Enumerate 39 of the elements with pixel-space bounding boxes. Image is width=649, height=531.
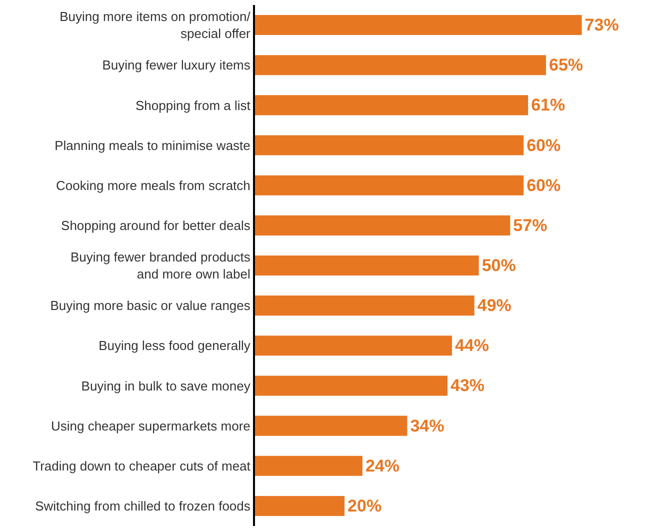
y-tick-label: Shopping around for better deals (61, 218, 251, 233)
bar (255, 215, 510, 236)
y-tick-label: Buying more basic or value ranges (50, 298, 251, 314)
bar (255, 175, 524, 196)
y-tick-label: Switching from chilled to frozen foods (35, 498, 251, 514)
y-tick-label: Buying in bulk to save money (81, 378, 251, 394)
bar (255, 296, 474, 316)
data-label: 20% (348, 496, 382, 516)
data-label: 34% (410, 416, 444, 436)
y-tick-label: Buying fewer branded products and more own label (70, 250, 251, 282)
y-tick-label: Buying less food generally (98, 338, 251, 354)
data-label: 60% (526, 136, 561, 155)
bar (255, 255, 479, 276)
y-tick-label: Trading down to cheaper cuts of meat (32, 458, 251, 474)
y-tick-label: Cooking more meals from scratch (56, 178, 250, 193)
bar (255, 496, 345, 516)
data-label: 60% (526, 176, 561, 195)
bar (255, 15, 582, 36)
data-label: 24% (365, 456, 400, 476)
bar (255, 135, 524, 156)
bar (255, 95, 528, 116)
y-tick-label: Buying more items on promotion/ special offer (60, 9, 252, 42)
data-label: 65% (548, 56, 584, 75)
bar (255, 376, 448, 396)
data-label: 73% (584, 16, 619, 35)
data-label: 57% (513, 216, 548, 235)
data-label: 49% (477, 296, 512, 316)
bar (255, 55, 546, 76)
y-tick-label: Planning meals to minimise waste (54, 138, 250, 153)
bar (255, 456, 362, 476)
data-label: 50% (482, 256, 516, 275)
y-tick-label: Using cheaper supermarkets more (50, 418, 250, 434)
data-label: 43% (450, 376, 485, 396)
y-tick-label: Shopping from a list (135, 98, 251, 113)
data-label: 44% (454, 336, 490, 356)
y-tick-label: Buying fewer luxury items (102, 58, 251, 73)
bar (255, 336, 452, 356)
bar (255, 416, 408, 436)
data-label: 61% (531, 96, 566, 115)
